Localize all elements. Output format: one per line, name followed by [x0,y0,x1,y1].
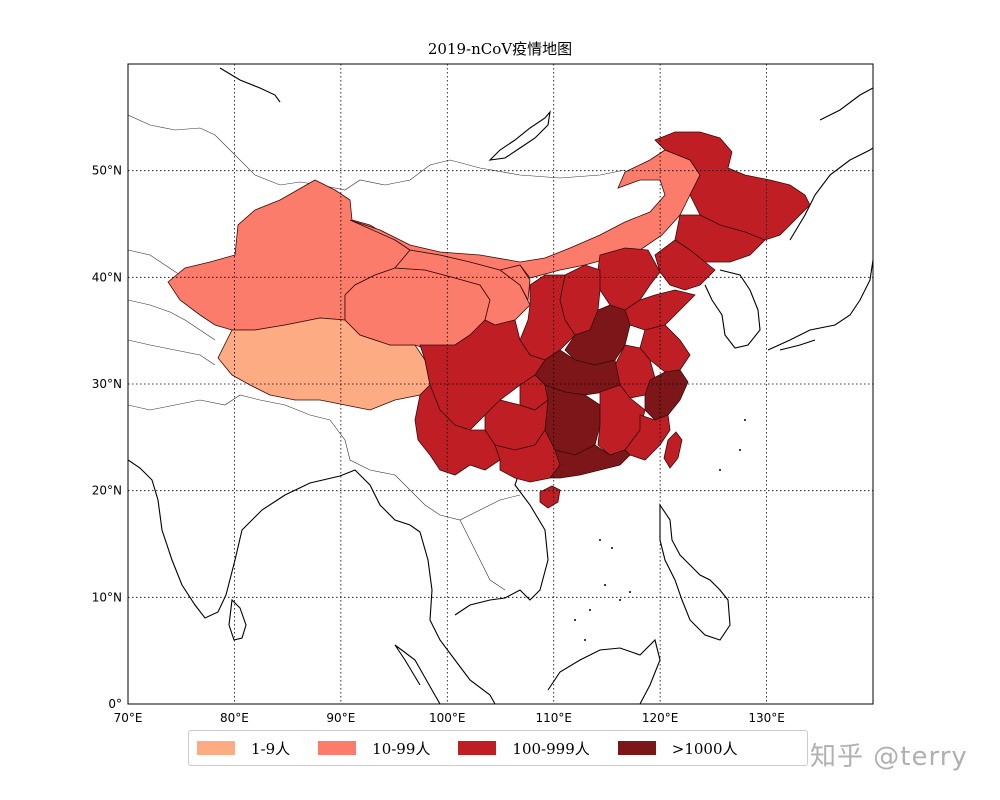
x-tick-label: 80°E [220,711,249,725]
x-axis-ticks: 70°E 80°E 90°E 100°E 110°E 120°E 130°E [114,711,785,725]
legend-swatch [617,741,656,755]
y-tick-label: 30°N [92,377,122,391]
borneo [547,638,661,704]
coastlines [128,67,873,704]
y-tick-label: 0° [108,697,122,711]
plot-frame [127,63,874,705]
province-taiwan [663,431,683,469]
legend-entry: >1000人 [617,738,738,759]
philippines [659,503,731,641]
legend-swatch [458,741,497,755]
japan [767,259,873,351]
y-tick-label: 40°N [92,270,122,284]
x-tick-label: 130°E [748,711,785,725]
watermark: 知乎 @terry [810,742,968,772]
korea [704,269,761,349]
y-axis-ticks: 0° 10°N 20°N 30°N 40°N 50°N [92,164,122,711]
x-tick-label: 100°E [429,711,466,725]
province-shandong [624,289,696,331]
indochina-coastline [419,459,549,704]
legend-swatch [318,741,357,755]
x-tick-label: 110°E [535,711,572,725]
y-tick-label: 10°N [92,590,122,604]
province-zhejiang [644,369,689,421]
y-tick-label: 20°N [92,484,122,498]
country-borders [128,114,626,591]
legend-label: 1-9人 [251,739,291,758]
map-area [128,64,873,704]
russia-coastline [789,87,873,241]
x-tick-label: 120°E [642,711,679,725]
province-heilongjiang [654,131,811,241]
china-provinces [167,131,811,509]
province-henan [564,304,631,366]
india-coastline [128,459,421,619]
legend-entry: 10-99人 [318,738,430,759]
legend-label: >1000人 [671,739,738,758]
x-tick-label: 70°E [114,711,143,725]
province-hainan [539,485,561,509]
legend-swatch [197,741,235,755]
arctic-coast [219,67,281,103]
legend-entry: 1-9人 [197,738,290,759]
province-guangdong [549,444,631,479]
sumatra [394,644,441,704]
sri-lanka [228,598,247,641]
legend-entry: 100-999人 [458,738,590,759]
legend: 1-9人 10-99人 100-999人 >1000人 [188,730,808,766]
legend-label: 10-99人 [372,739,431,758]
gridlines [128,64,873,704]
legend-label: 100-999人 [512,739,590,758]
x-tick-label: 90°E [326,711,355,725]
lake-baikal [488,110,551,161]
map-title: 2019-nCoV疫情地图 [427,40,573,58]
y-tick-label: 50°N [92,164,122,178]
islands [574,419,746,641]
province-fujian [624,414,671,461]
